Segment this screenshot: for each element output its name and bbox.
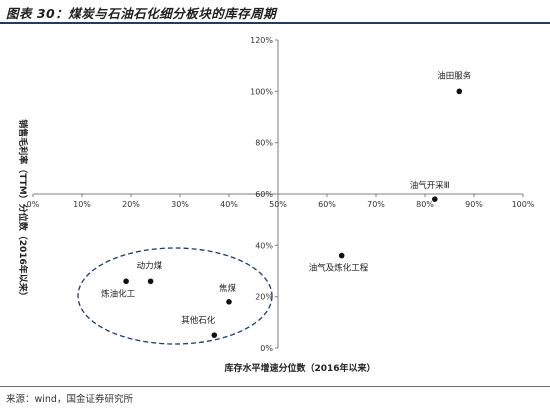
x-tick-label: 70%	[367, 200, 385, 209]
y-tick-label: 20%	[255, 293, 273, 302]
x-axis-title: 库存水平增速分位数（2016年以来）	[224, 362, 375, 374]
data-point-label: 炼油化工	[101, 288, 136, 299]
x-tick-label: 0%	[27, 200, 40, 209]
title-rule	[0, 22, 550, 24]
y-tick-label: 120%	[250, 36, 273, 45]
data-point	[147, 278, 154, 285]
data-point	[456, 88, 463, 95]
data-point	[211, 332, 218, 338]
y-tick-label: 40%	[255, 241, 273, 250]
y-ticks: 0% 20% 40% 60% 80% 100% 120%	[250, 36, 278, 353]
y-tick-label: 0%	[260, 344, 273, 353]
data-point-label: 焦煤	[219, 283, 237, 294]
x-tick-label: 50%	[269, 200, 287, 209]
data-point	[338, 252, 345, 259]
y-tick-label: 60%	[255, 190, 273, 199]
x-tick-label: 30%	[171, 200, 189, 209]
x-tick-label: 60%	[318, 200, 336, 209]
x-tick-label: 10%	[73, 200, 91, 209]
data-point-label: 动力煤	[137, 260, 163, 271]
data-point-label: 油气开采Ⅲ	[410, 180, 450, 191]
cluster-ellipse	[77, 247, 273, 345]
source-note: 来源：wind，国金证券研究所	[6, 394, 133, 405]
x-tick-label: 40%	[220, 200, 238, 209]
data-point	[123, 278, 129, 285]
data-point	[226, 299, 232, 305]
y-axis-title: 销售毛利率（TTM）分位数（2016年以来）	[17, 119, 29, 301]
figure-title: 图表 30：煤炭与石油石化细分板块的库存周期	[6, 6, 277, 21]
x-tick-label: 20%	[122, 200, 140, 209]
x-tick-label: 90%	[465, 200, 483, 209]
data-point-label: 油气及炼化工程	[309, 263, 369, 274]
x-tick-label: 80%	[416, 200, 434, 209]
y-tick-label: 100%	[250, 87, 273, 96]
data-point-label: 其他石化	[181, 315, 216, 326]
data-point	[432, 196, 438, 202]
data-point-label: 油田服务	[437, 70, 472, 81]
y-tick-label: 80%	[255, 139, 273, 148]
footer-rule	[0, 386, 550, 387]
x-ticks: 0% 10% 20% 30% 40% 50% 60% 70% 80% 90% 100%	[27, 194, 535, 209]
x-tick-label: 100%	[512, 200, 535, 209]
scatter-chart: 0% 10% 20% 30% 40% 50% 60% 70% 80% 90% 100% 0%20%4…	[17, 36, 535, 374]
